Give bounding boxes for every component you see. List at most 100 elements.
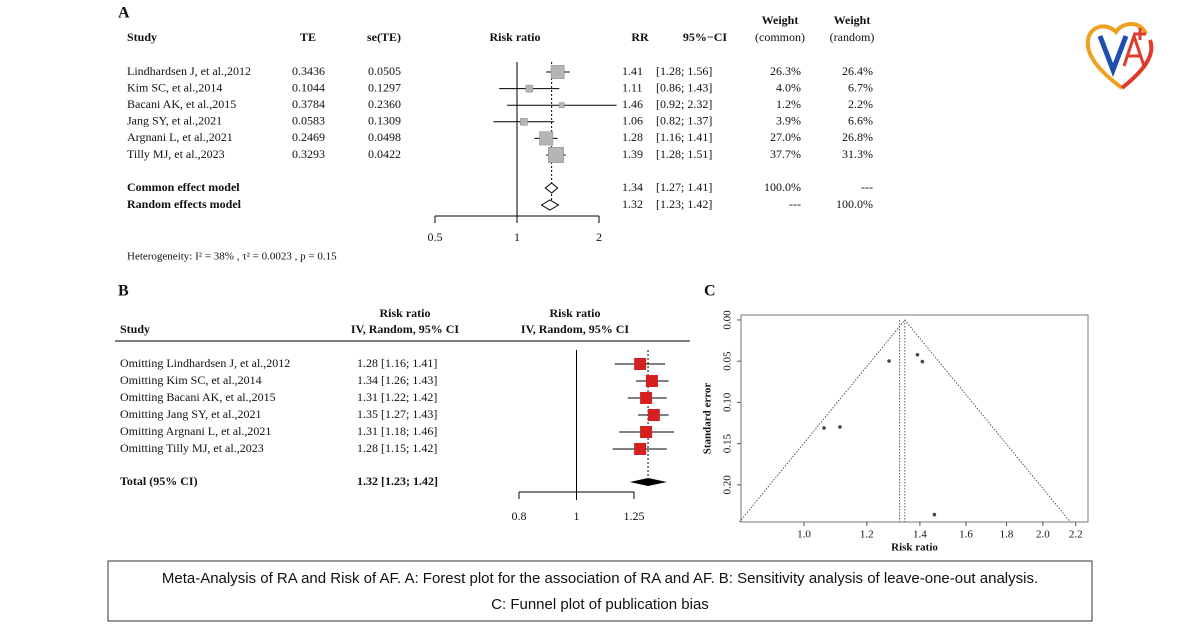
te-value: 0.3784: [292, 97, 325, 111]
study-label: Omitting Lindhardsen J, et al.,2012: [120, 356, 290, 370]
study-label: Jang SY, et al.,2021: [127, 114, 222, 128]
study-label: Omitting Kim SC, et al.,2014: [120, 373, 262, 387]
study-label: Omitting Argnani L, et al.,2021: [120, 424, 271, 438]
study-label: Tilly MJ, et al.,2023: [127, 147, 225, 161]
study-label: Lindhardsen J, et al.,2012: [127, 64, 251, 78]
header: se(TE): [367, 30, 401, 44]
header: Weight: [834, 13, 871, 27]
x-tick-label: 1.8: [1000, 529, 1014, 541]
x-tick-label: 0.5: [428, 230, 443, 244]
study-box: [558, 102, 565, 109]
weight-common: 27.0%: [770, 130, 801, 144]
ci-label: [1.16; 1.41]: [656, 130, 712, 144]
x-tick-label: 1.2: [860, 529, 874, 541]
caption-box: [107, 560, 1093, 622]
se-value: 0.0422: [368, 147, 401, 161]
rr-value: 1.11: [622, 80, 643, 94]
x-tick-label: 1.25: [624, 509, 645, 523]
model-diamond: [544, 182, 559, 194]
x-axis-label: Risk ratio: [891, 542, 938, 554]
se-value: 0.2360: [368, 97, 401, 111]
te-value: 0.3293: [292, 147, 325, 161]
ci-label: [0.86; 1.43]: [656, 80, 712, 94]
panel-label: A: [118, 5, 130, 22]
se-value: 0.0498: [368, 130, 401, 144]
weight-common: 1.2%: [776, 97, 801, 111]
header: RR: [631, 30, 649, 44]
weight-common: 4.0%: [776, 80, 801, 94]
weight-random: 6.7%: [848, 80, 873, 94]
ci-label: [1.28; 1.56]: [656, 64, 712, 78]
study-label: Omitting Jang SY, et al.,2021: [120, 407, 261, 421]
study-box: [647, 409, 660, 421]
ci-label: [1.27; 1.41]: [656, 180, 712, 194]
rr-value: 1.28: [622, 130, 643, 144]
rr-value: 1.32: [622, 197, 643, 211]
x-tick-label: 2.2: [1069, 529, 1083, 541]
study-label: Omitting Tilly MJ, et al.,2023: [120, 441, 264, 455]
header: Weight: [762, 13, 799, 27]
study-label: Bacani AK, et al.,2015: [127, 97, 236, 111]
header: Study: [120, 322, 150, 336]
rr-label: 1.31 [1.18; 1.46]: [357, 424, 437, 438]
weight-common: ---: [789, 197, 801, 211]
weight-common: 100.0%: [764, 180, 801, 194]
rr-value: 1.34: [622, 180, 643, 194]
weight-common: 3.9%: [776, 114, 801, 128]
logo-heart: [1120, 39, 1154, 90]
logo-heart: [1085, 22, 1148, 90]
header: Study: [127, 30, 157, 44]
panel-label: C: [704, 283, 716, 300]
study-label: Total (95% CI): [120, 474, 198, 488]
header: IV, Random, 95% CI: [521, 322, 629, 336]
logo: [1085, 22, 1154, 90]
rr-label: 1.28 [1.16; 1.41]: [357, 356, 437, 370]
header: Risk ratio: [490, 30, 541, 44]
study-label: Common effect model: [127, 180, 240, 194]
study-box: [634, 443, 647, 455]
study-point: [915, 352, 920, 357]
plot-frame: [740, 314, 1089, 523]
caption: Meta-Analysis of RA and Risk of AF. A: F…: [162, 570, 1038, 587]
x-tick-label: 1.0: [797, 529, 811, 541]
study-label: Argnani L, et al.,2021: [127, 130, 233, 144]
y-tick-label: 0.00: [722, 310, 734, 330]
weight-random: 100.0%: [836, 197, 873, 211]
x-tick-label: 1.4: [913, 529, 927, 541]
study-box: [634, 358, 647, 370]
study-box: [539, 131, 554, 146]
weight-random: 6.6%: [848, 114, 873, 128]
se-value: 0.1297: [368, 80, 401, 94]
logo-a: [1122, 28, 1146, 67]
study-box: [640, 392, 653, 404]
model-diamond: [540, 199, 560, 211]
te-value: 0.0583: [292, 114, 325, 128]
header: (random): [830, 30, 875, 44]
se-value: 0.0505: [368, 64, 401, 78]
header: Risk ratio: [550, 306, 601, 320]
rr-value: 1.39: [622, 147, 643, 161]
total-diamond: [629, 478, 667, 486]
rr-label: 1.28 [1.15; 1.42]: [357, 441, 437, 455]
header: 95%−CI: [683, 30, 728, 44]
x-tick-label: 1: [514, 230, 520, 244]
header: IV, Random, 95% CI: [351, 322, 459, 336]
weight-random: 26.4%: [842, 64, 873, 78]
ci-label: [1.23; 1.42]: [656, 197, 712, 211]
caption: C: Funnel plot of publication bias: [491, 596, 709, 613]
te-value: 0.2469: [292, 130, 325, 144]
se-value: 0.1309: [368, 114, 401, 128]
panel-label: B: [118, 283, 129, 300]
weight-random: 2.2%: [848, 97, 873, 111]
y-tick-label: 0.05: [722, 351, 734, 371]
heterogeneity: Heterogeneity: I² = 38% , τ² = 0.0023 , …: [127, 251, 337, 263]
rr-label: 1.34 [1.26; 1.43]: [357, 373, 437, 387]
ci-label: [1.28; 1.51]: [656, 147, 712, 161]
study-box: [640, 426, 653, 438]
study-box: [645, 375, 658, 387]
x-tick-label: 1.6: [959, 529, 973, 541]
study-point: [838, 425, 842, 429]
te-value: 0.3436: [292, 64, 325, 78]
